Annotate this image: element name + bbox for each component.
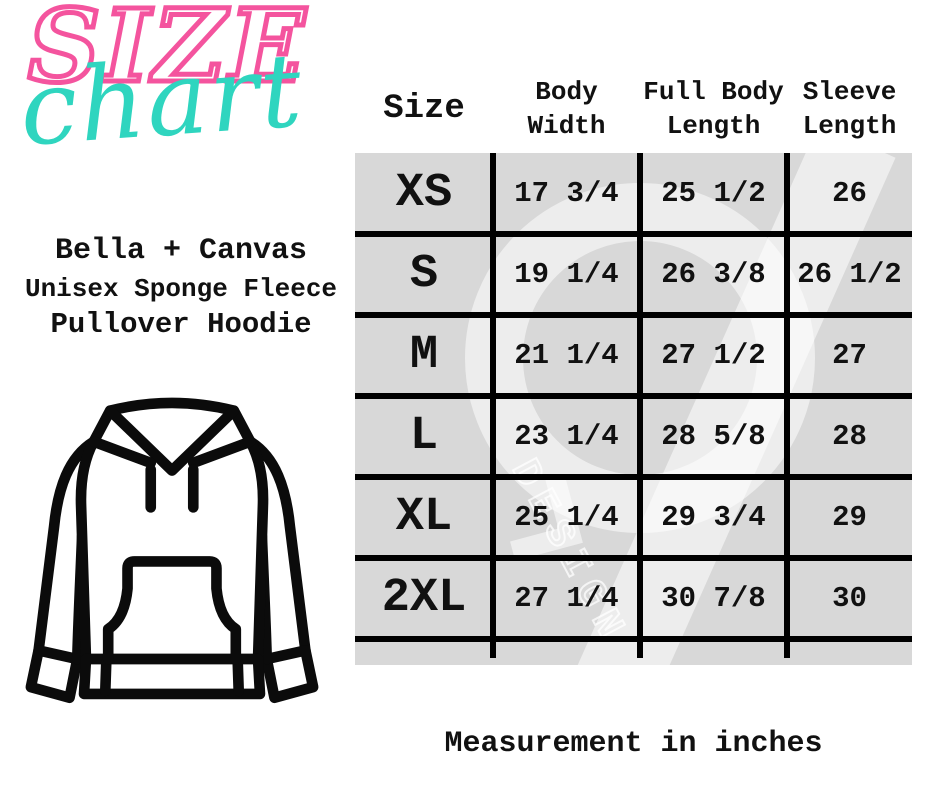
sleeve-length-value: 26 1/2 — [797, 258, 902, 291]
table-column-divider — [784, 153, 790, 658]
column-header-full-body-length: Full Body Length — [643, 76, 784, 141]
column-header-body-width: Body Width — [527, 76, 606, 141]
full-body-length-value: 26 3/8 — [661, 258, 766, 291]
table-column-divider — [490, 153, 496, 658]
table-row-divider — [355, 555, 912, 561]
size-table-header: Size Body Width Full Body Length Sleeve … — [355, 66, 912, 153]
product-description: Bella + Canvas Unisex Sponge Fleece Pull… — [0, 232, 362, 344]
table-row-divider — [355, 393, 912, 399]
product-style: Unisex Sponge Fleece — [24, 273, 338, 304]
table-cells: XS 17 3/4 25 1/2 26 S 19 1/4 26 3/8 26 1… — [355, 153, 912, 639]
body-width-value: 19 1/4 — [514, 258, 619, 291]
sleeve-length-value: 26 — [832, 177, 867, 210]
column-header-size: Size — [383, 90, 465, 129]
sleeve-length-value: 27 — [832, 339, 867, 372]
logo-size-word: SIZE — [25, 0, 309, 105]
logo-chart-word: chart — [16, 31, 308, 170]
size-label: S — [409, 248, 439, 301]
table-row-divider — [355, 474, 912, 480]
size-label: XS — [395, 167, 453, 220]
body-width-value: 25 1/4 — [514, 501, 619, 534]
product-type: Pullover Hoodie — [50, 307, 312, 341]
full-body-length-value: 29 3/4 — [661, 501, 766, 534]
body-width-value: 21 1/4 — [514, 339, 619, 372]
body-width-value: 27 1/4 — [514, 582, 619, 615]
table-column-divider — [637, 153, 643, 658]
size-table: DESIGN XS 17 3/4 25 1/2 26 S 19 1/4 26 3… — [355, 153, 912, 665]
full-body-length-value: 27 1/2 — [661, 339, 766, 372]
measurement-units-caption: Measurement in inches — [444, 727, 823, 761]
body-width-value: 17 3/4 — [514, 177, 619, 210]
sleeve-length-value: 28 — [832, 420, 867, 453]
body-width-value: 23 1/4 — [514, 420, 619, 453]
full-body-length-value: 25 1/2 — [661, 177, 766, 210]
full-body-length-value: 28 5/8 — [661, 420, 766, 453]
table-row-divider — [355, 312, 912, 318]
sleeve-length-value: 30 — [832, 582, 867, 615]
size-label: XL — [395, 491, 453, 544]
table-row-divider — [355, 231, 912, 237]
size-label: L — [409, 410, 439, 463]
full-body-length-value: 30 7/8 — [661, 582, 766, 615]
product-brand: Bella + Canvas — [54, 234, 308, 268]
sleeve-length-value: 29 — [832, 501, 867, 534]
column-header-sleeve-length: Sleeve Length — [802, 76, 897, 141]
size-label: 2XL — [381, 572, 467, 625]
table-row-divider — [355, 636, 912, 642]
size-label: M — [409, 329, 439, 382]
hoodie-outline-icon — [25, 397, 319, 704]
